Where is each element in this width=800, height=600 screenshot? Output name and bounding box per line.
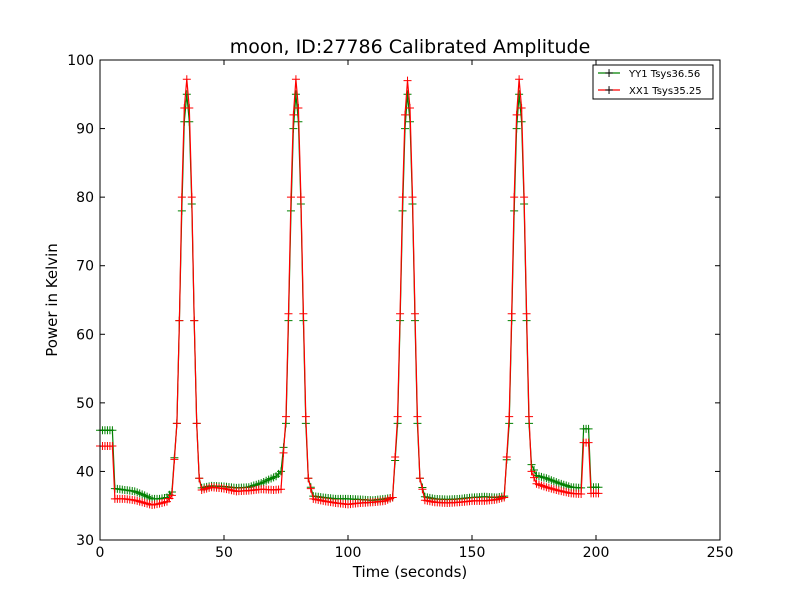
data-point-s1-75 [282, 412, 290, 421]
legend-box [592, 64, 714, 100]
legend-marker-xx1: + [604, 83, 614, 97]
y-tick-label-1: 40 [76, 464, 94, 480]
data-point-s1-172 [522, 309, 531, 318]
data-point-s1-74 [279, 448, 288, 457]
plot-frame [99, 59, 721, 541]
data-point-s1-5 [108, 442, 117, 451]
data-point-s1-83 [301, 412, 310, 421]
data-point-s1-32 [175, 316, 184, 325]
data-point-s1-119 [391, 453, 400, 462]
data-point-s1-130 [418, 485, 427, 494]
y-tick-label-7: 100 [67, 53, 94, 69]
data-point-s1-73 [277, 485, 286, 494]
data-point-s1-174 [527, 467, 536, 476]
data-point-s1-82 [299, 309, 308, 318]
x-tick-label-0: 0 [96, 545, 105, 561]
data-point-s0-124 [403, 90, 412, 99]
data-point-s1-38 [190, 316, 199, 325]
x-tick-label-1: 50 [215, 545, 233, 561]
data-point-s1-125 [406, 104, 414, 112]
data-point-s1-170 [517, 104, 526, 112]
data-point-s1-128 [413, 412, 422, 421]
data-point-s1-197 [584, 438, 593, 447]
data-point-s1-118 [388, 493, 397, 502]
data-point-s1-173 [525, 412, 534, 421]
data-point-s1-81 [296, 193, 305, 202]
data-point-s1-175 [530, 473, 538, 482]
data-point-s1-171 [520, 193, 529, 202]
data-point-s1-79 [291, 75, 300, 84]
legend: + YY1 Tsys36.56 + XX1 Tsys35.25 [592, 64, 714, 100]
data-point-s0-35 [182, 90, 191, 99]
data-point-s1-77 [286, 193, 295, 202]
data-point-s0-5 [108, 426, 117, 435]
series-1 [96, 75, 603, 510]
data-point-s1-78 [289, 110, 298, 119]
plot-series-layer [96, 75, 603, 510]
y-tick-label-2: 50 [76, 396, 94, 412]
x-axis-label: Time (seconds) [352, 563, 468, 581]
y-tick-label-4: 70 [76, 259, 94, 275]
data-point-s0-169 [515, 90, 524, 99]
data-point-s1-163 [500, 493, 509, 502]
data-point-s1-80 [294, 104, 303, 112]
data-point-s1-194 [577, 490, 586, 499]
data-point-s1-37 [187, 193, 196, 202]
data-point-s1-164 [502, 453, 511, 462]
data-point-s1-120 [393, 412, 402, 421]
data-point-s0-73 [277, 467, 286, 476]
data-point-s1-40 [195, 474, 204, 483]
axis-ticks-layer: 0 50 100 150 200 250 30 40 50 60 70 80 90 100 [67, 53, 733, 561]
y-tick-label-0: 30 [76, 533, 94, 549]
data-point-s1-166 [507, 309, 516, 318]
data-point-s1-126 [408, 193, 417, 202]
data-point-s1-169 [515, 75, 524, 84]
y-axis-label: Power in Kelvin [43, 243, 61, 357]
x-tick-label-5: 250 [707, 545, 734, 561]
data-point-s1-123 [401, 110, 410, 119]
data-point-s1-124 [403, 76, 412, 85]
x-tick-label-4: 200 [583, 545, 610, 561]
legend-label-xx1: XX1 Tsys35.25 [629, 86, 702, 97]
data-point-s1-85 [306, 484, 315, 493]
x-tick-label-2: 100 [335, 545, 362, 561]
chart-title: moon, ID:27786 Calibrated Amplitude [230, 36, 591, 58]
data-point-s1-76 [284, 309, 293, 318]
data-point-s1-201 [594, 489, 603, 498]
data-point-s1-29 [167, 491, 176, 500]
data-point-s1-122 [398, 193, 407, 202]
data-point-s1-168 [512, 110, 521, 119]
data-point-s1-129 [415, 474, 424, 483]
data-point-s1-31 [172, 419, 181, 428]
data-point-s1-36 [185, 104, 194, 112]
legend-label-yy1: YY1 Tsys36.56 [628, 69, 700, 80]
data-point-s0-79 [291, 90, 300, 99]
legend-marker-yy1: + [604, 66, 614, 80]
data-point-s1-39 [192, 419, 201, 428]
data-point-s1-165 [505, 412, 514, 421]
x-tick-label-3: 150 [459, 545, 486, 561]
data-point-s1-30 [170, 455, 179, 464]
y-tick-label-5: 80 [76, 190, 94, 206]
data-point-s1-167 [510, 193, 519, 202]
data-point-s1-33 [177, 193, 186, 202]
data-point-s0-197 [584, 424, 593, 433]
data-point-s1-127 [410, 309, 419, 318]
y-tick-label-3: 60 [76, 327, 94, 343]
data-point-s1-121 [396, 309, 405, 318]
data-point-s1-84 [304, 474, 313, 483]
data-point-s1-35 [182, 75, 191, 84]
y-tick-label-6: 90 [76, 122, 94, 138]
